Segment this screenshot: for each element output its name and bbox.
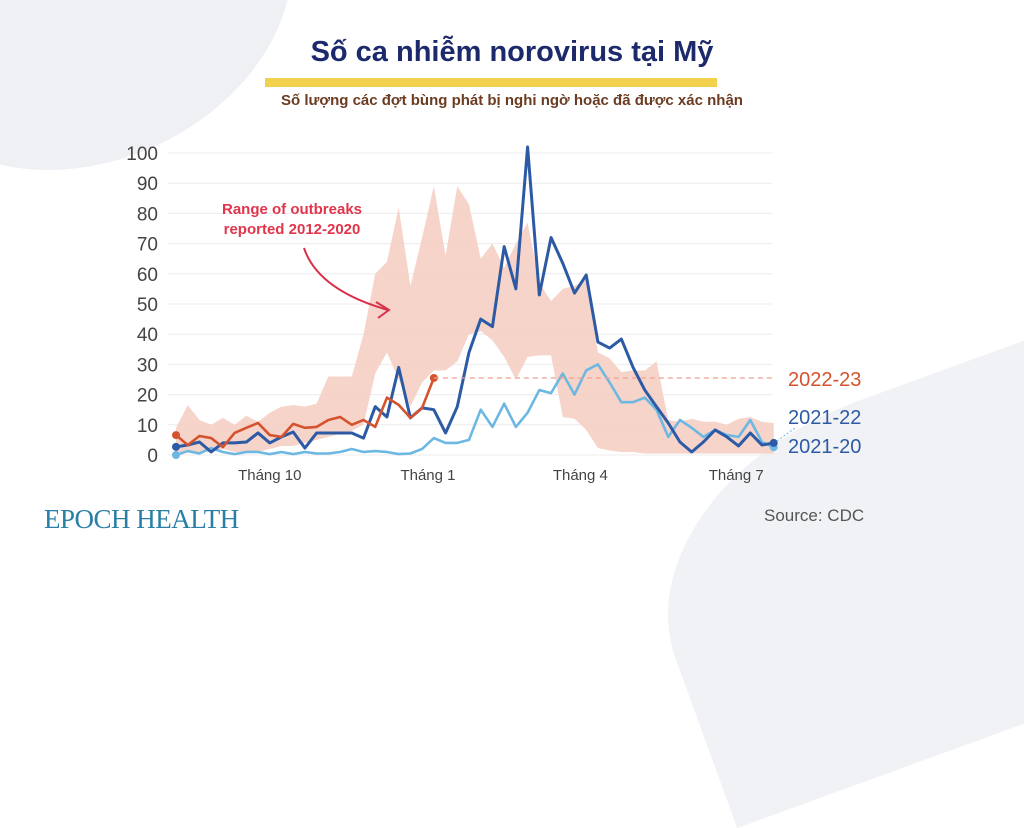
y-tick-label: 40 [137, 325, 158, 346]
y-tick-label: 80 [137, 204, 158, 225]
y-tick-label: 70 [137, 235, 158, 256]
y-tick-label: 0 [147, 446, 158, 467]
start-marker [172, 443, 180, 451]
annotation-line2: reported 2012-2020 [224, 221, 361, 238]
series-label: 2022-23 [788, 369, 861, 391]
start-marker [172, 451, 180, 459]
y-tick-label: 90 [137, 174, 158, 195]
x-tick-label: Tháng 10 [238, 467, 301, 484]
source-note: Source: CDC [764, 506, 864, 526]
series-label: 2021-20 [788, 436, 861, 458]
end-marker [770, 439, 778, 447]
x-tick-label: Tháng 7 [709, 467, 764, 484]
y-tick-label: 60 [137, 265, 158, 286]
brand-logo: EPOCH HEALTH [44, 504, 239, 535]
x-tick-label: Tháng 1 [400, 467, 455, 484]
y-tick-label: 20 [137, 386, 158, 407]
y-tick-label: 10 [137, 416, 158, 437]
series-label: 2021-22 [788, 407, 861, 429]
y-tick-label: 50 [137, 295, 158, 316]
start-marker [172, 431, 180, 439]
x-tick-label: Tháng 4 [553, 467, 608, 484]
y-tick-label: 100 [126, 144, 158, 165]
annotation-line1: Range of outbreaks [222, 201, 362, 218]
y-tick-label: 30 [137, 355, 158, 376]
line-chart: 0 10 20 30 40 50 60 70 80 90 100 Tháng 10 Tháng 1 Thá… [0, 0, 1024, 576]
